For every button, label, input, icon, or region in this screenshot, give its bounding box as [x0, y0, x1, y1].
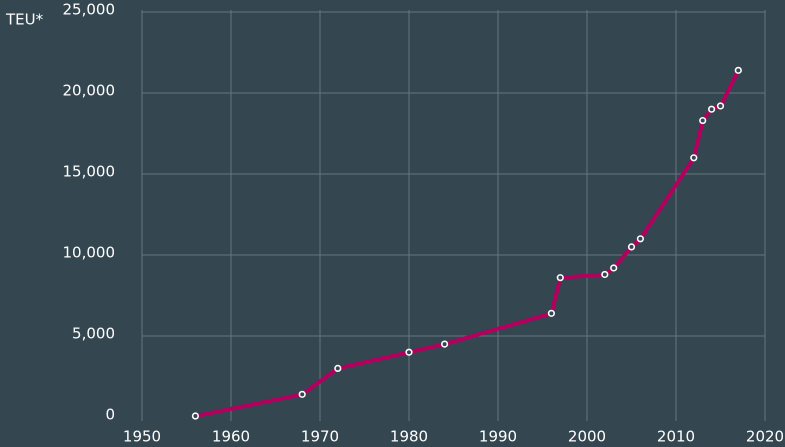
- y-tick-label: 0: [105, 406, 115, 424]
- data-point: [547, 309, 556, 317]
- data-point: [707, 105, 716, 113]
- data-point: [716, 102, 725, 110]
- x-tick-label: 2020: [746, 428, 784, 446]
- x-tick-label: 1950: [123, 428, 161, 446]
- data-line: [195, 69, 741, 418]
- data-point: [627, 243, 636, 251]
- data-point: [298, 390, 306, 398]
- data-point: [334, 364, 342, 373]
- data-point: [556, 274, 564, 282]
- y-tick-label: 20,000: [63, 82, 116, 100]
- y-tick-label: 5,000: [72, 325, 115, 343]
- x-tick-label: 2000: [568, 428, 606, 446]
- y-tick-label: 15,000: [63, 163, 116, 181]
- x-tick-label: 2010: [657, 428, 695, 446]
- data-point: [636, 235, 645, 243]
- x-tick-label: 1980: [390, 428, 428, 446]
- data-point: [699, 116, 707, 125]
- y-axis-label: TEU*: [5, 11, 44, 29]
- y-tick-label: 10,000: [63, 244, 116, 262]
- x-tick-label: 1970: [301, 428, 339, 446]
- data-point: [405, 348, 413, 356]
- data-point: [601, 270, 609, 279]
- data-point: [734, 66, 742, 74]
- data-point: [690, 154, 698, 162]
- data-point: [191, 412, 199, 420]
- x-tick-label: 1960: [212, 428, 250, 446]
- data-point: [441, 340, 449, 348]
- x-tick-label: 1990: [479, 428, 517, 446]
- y-tick-label: 25,000: [63, 1, 116, 19]
- data-point: [610, 264, 618, 272]
